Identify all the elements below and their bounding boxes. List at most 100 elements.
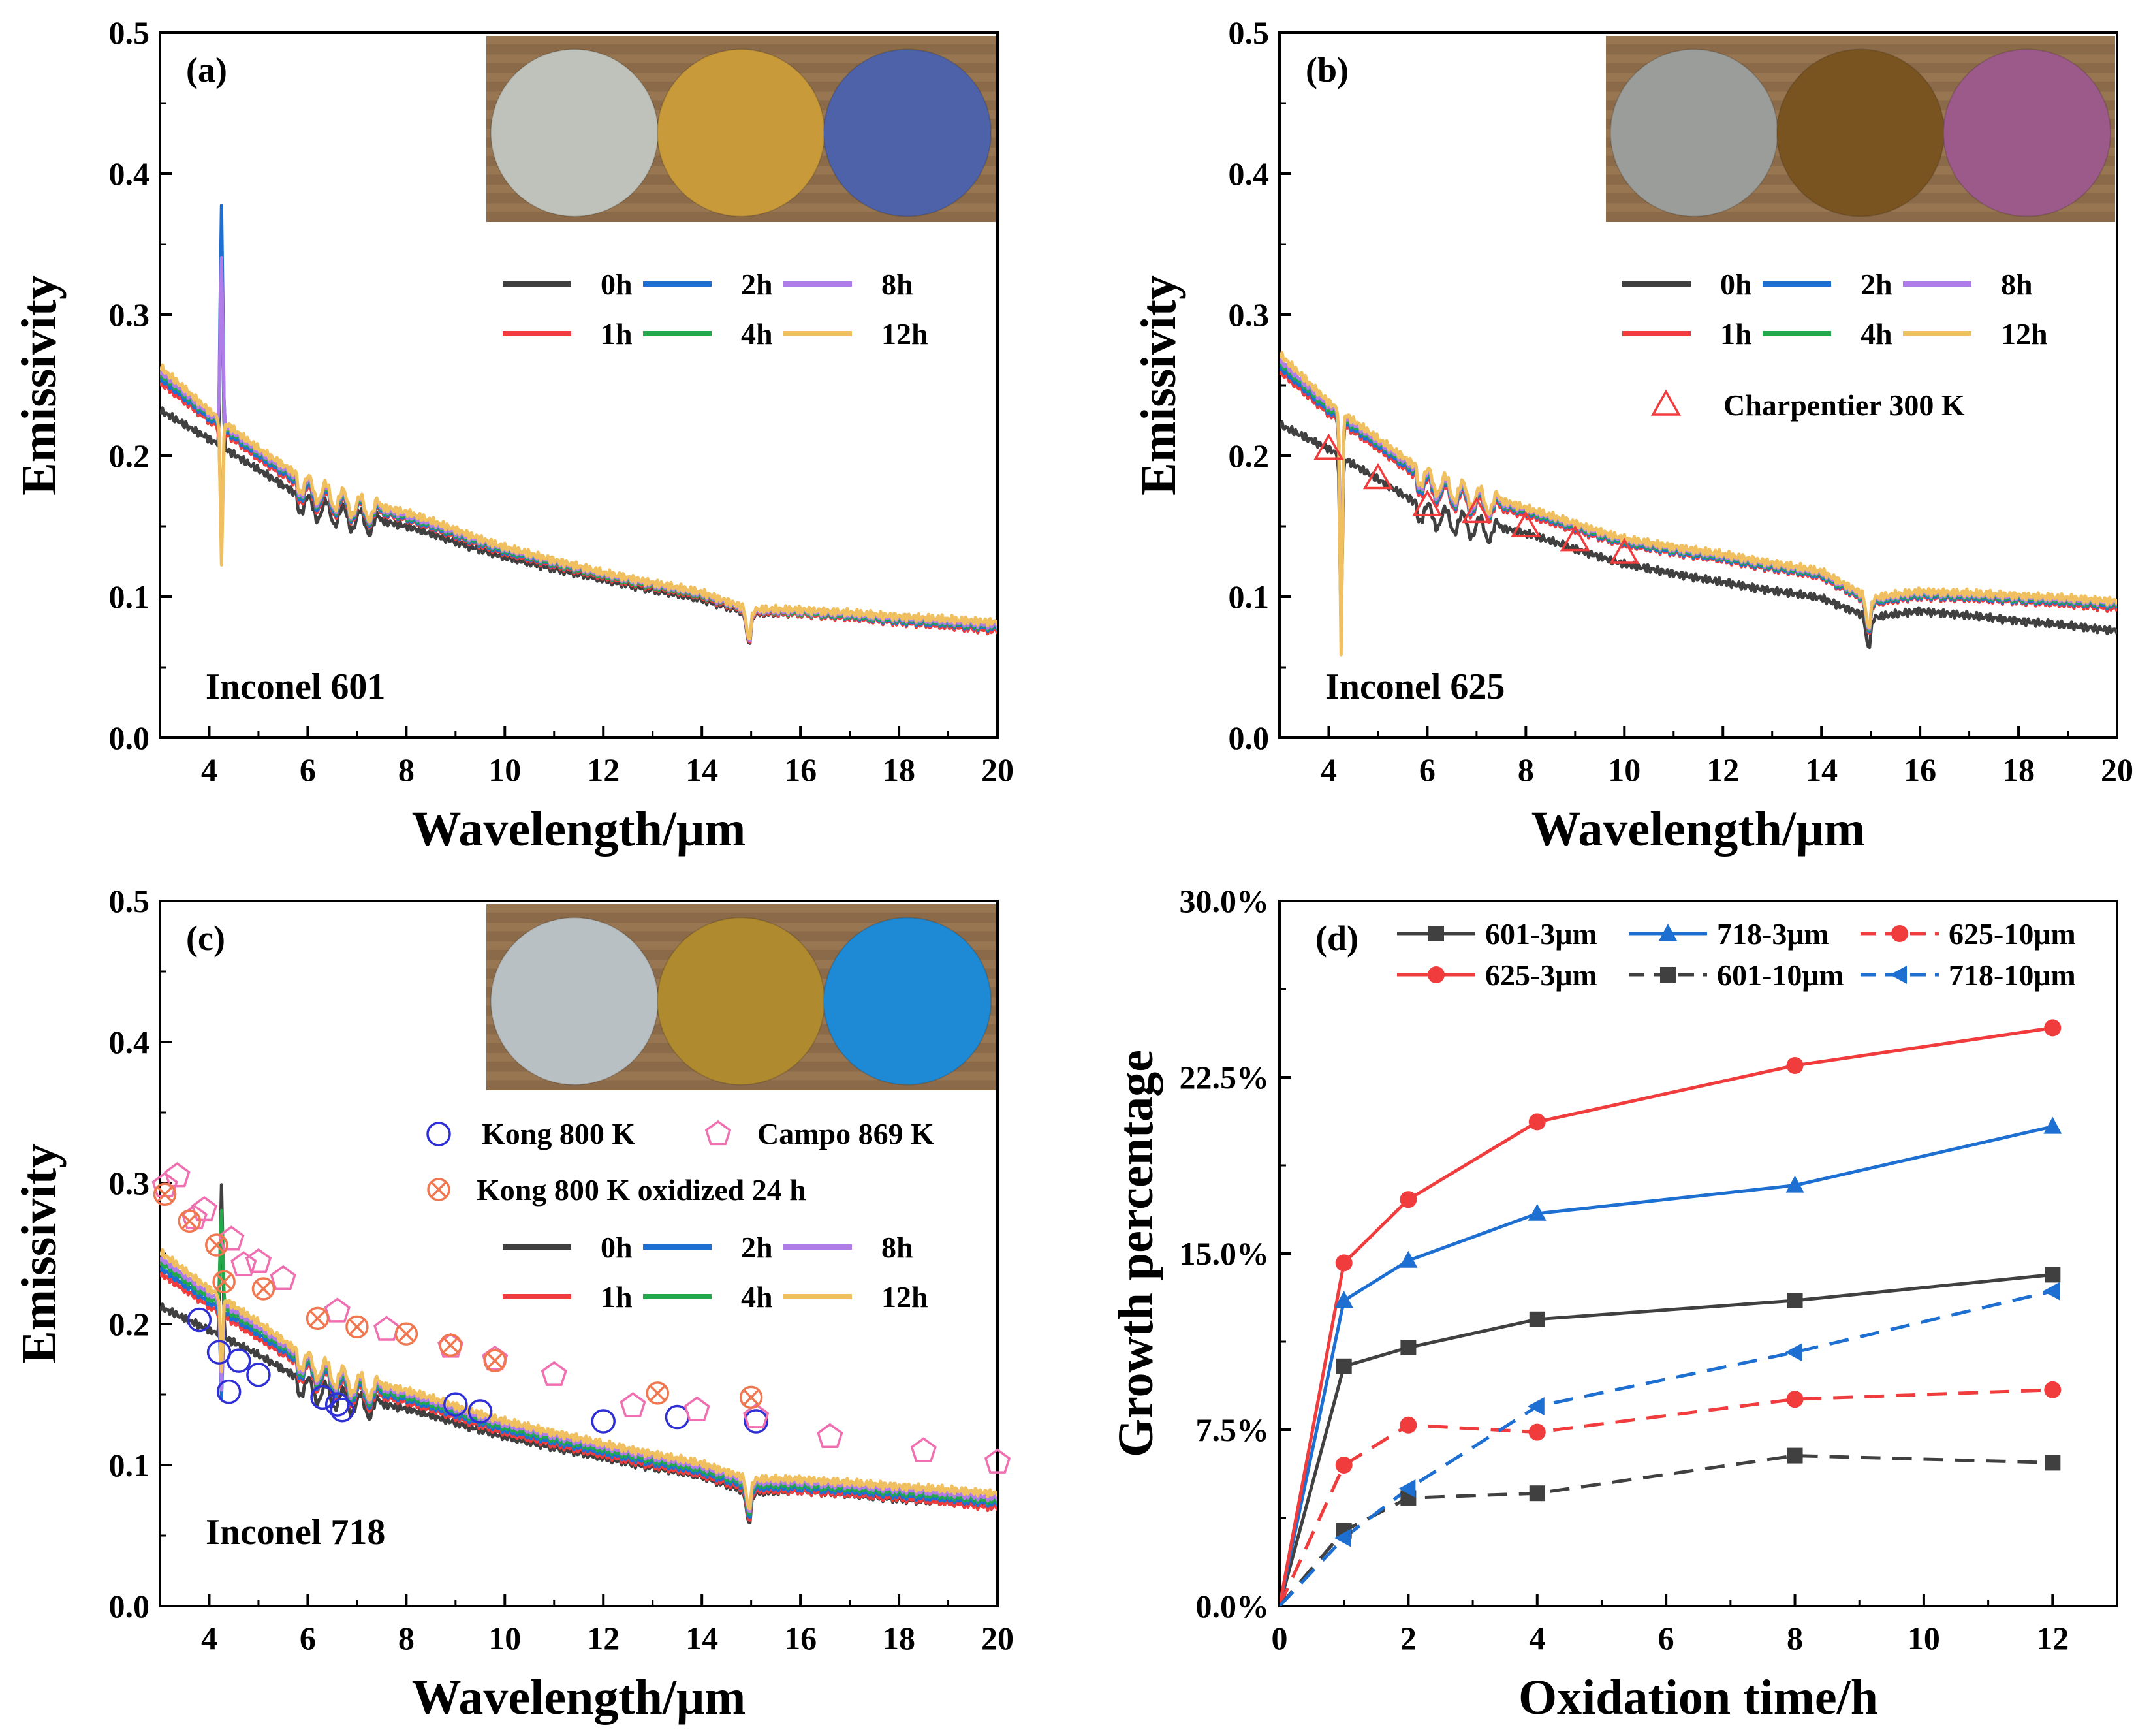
data-point: [2045, 1267, 2061, 1283]
spectrum-12h: [1280, 351, 2117, 657]
legend-label: 1h: [1720, 317, 1752, 351]
legend-label: Kong 800 K oxidized 24 h: [477, 1173, 806, 1207]
data-point: [1787, 1293, 1803, 1308]
chart-panel-a: 0.0 0.1 0.2 0.3 0.4 0.5 4 6 8 10 12 14 16 18 20 Wavelen…: [12, 14, 1014, 857]
y-tick-label: 0.5: [109, 14, 150, 51]
y-tick-label: 0.3: [109, 1165, 150, 1201]
data-point: [1334, 1528, 1351, 1547]
scatter-point: [744, 1409, 768, 1434]
legend-label: 4h: [1861, 317, 1892, 351]
scatter-cross: [398, 1325, 415, 1342]
scatter-point: [910, 1437, 937, 1462]
series-line-625-3μm: [1280, 1026, 2053, 1606]
scatter-point: [1609, 537, 1640, 564]
x-tick-label: 20: [981, 751, 1014, 788]
scatter-ring: [153, 1182, 177, 1207]
data-point: [1785, 1175, 1804, 1193]
y-tick-label: 0.2: [109, 437, 150, 474]
x-axis-title: Wavelength/μm: [412, 1670, 746, 1725]
x-tick-label: 6: [1419, 751, 1436, 788]
x-tick-label: 10: [488, 751, 521, 788]
data-point: [1527, 1397, 1545, 1415]
scatter-cross: [181, 1213, 198, 1229]
x-tick-label: 6: [300, 751, 316, 788]
spectrum-8h: [160, 1254, 997, 1513]
spectra-group: [160, 204, 997, 645]
legend-marker: [704, 1120, 732, 1146]
data-point: [2045, 1455, 2061, 1471]
scatter-point: [191, 1195, 218, 1222]
spectrum-1h: [160, 378, 997, 644]
scatter-point: [817, 1423, 843, 1448]
sample-disc: [1943, 48, 2111, 217]
spectrum-0h: [160, 251, 997, 645]
scatter-point: [310, 1385, 335, 1410]
legend-label: 0h: [601, 1231, 633, 1264]
data-point: [1529, 1485, 1545, 1502]
y-tick-label: 7.5%: [1196, 1412, 1270, 1448]
data-point: [1400, 1191, 1417, 1208]
x-tick-label: 10: [1608, 751, 1641, 788]
legend-marker: [1650, 389, 1682, 416]
legend-marker: [1659, 924, 1677, 941]
x-tick-label: 12: [587, 1620, 620, 1656]
scatter-ring: [646, 1381, 670, 1405]
scatter-point: [394, 1322, 418, 1346]
legend-marker: [427, 1178, 450, 1201]
scatter-point: [1412, 490, 1443, 516]
series-line-625-10μm: [1280, 1388, 2053, 1606]
scatter-legend: Kong 800 K Campo 869 K Kong 800 K oxidized…: [426, 1117, 934, 1207]
legend-label: 718-10μm: [1949, 958, 2076, 992]
scatter-cross: [255, 1280, 272, 1297]
data-point: [1785, 1343, 1802, 1362]
scatter-ring: [306, 1306, 330, 1331]
data-point: [1787, 1447, 1803, 1464]
sample-photo: [486, 36, 996, 222]
data-point: [1786, 1057, 1804, 1074]
y-axis-title: Emissivity: [12, 275, 67, 496]
legend-marker: [426, 1122, 451, 1146]
x-tick-label: 16: [784, 1620, 817, 1656]
data-point: [1398, 1479, 1416, 1498]
sample-disc: [657, 48, 825, 217]
scatter-cross: [208, 1237, 225, 1254]
scatter-point: [739, 1385, 763, 1410]
x-tick-label: 6: [300, 1620, 316, 1656]
legend-label: 718-3μm: [1717, 917, 1829, 951]
legend-label: Charpentier 300 K: [1723, 388, 1965, 422]
data-point: [1335, 1457, 1353, 1474]
spectrum-12h: [160, 1248, 997, 1511]
x-tick-label: 18: [883, 751, 915, 788]
scatter-point: [683, 1396, 710, 1421]
scatter-point: [230, 1251, 257, 1276]
legend-label: 2h: [741, 1231, 773, 1264]
data-point: [2043, 1116, 2062, 1134]
scatter-point: [330, 1398, 354, 1423]
panel-label: (c): [186, 919, 225, 958]
photo-wood-grain: [1606, 36, 2115, 44]
legend-label: 625-3μm: [1485, 958, 1597, 992]
scatter-point: [984, 1448, 1011, 1474]
x-tick-label: 14: [685, 1620, 718, 1656]
alloy-annotation: Inconel 601: [206, 667, 385, 707]
series-line-601-10μm: [1280, 1454, 2053, 1606]
sample-disc: [1776, 48, 1945, 217]
legend-label: 12h: [2001, 317, 2048, 351]
x-tick-label: 12: [587, 751, 620, 788]
legend-label: 1h: [601, 317, 633, 351]
x-tick-label: 20: [981, 1620, 1014, 1656]
x-tick-label: 20: [2101, 751, 2133, 788]
scatter-legend: Charpentier 300 K: [1650, 388, 1965, 422]
y-tick-label: 0.4: [109, 155, 150, 192]
sample-photo: [486, 904, 996, 1090]
legend: 0h 2h 8h 1h 4h 12h: [503, 1231, 928, 1314]
scatter-point: [541, 1361, 567, 1386]
y-tick-label: 0.5: [109, 883, 150, 919]
scatter-point: [1560, 525, 1590, 552]
scatter-point: [345, 1315, 369, 1339]
scatter-point: [1313, 433, 1344, 460]
x-tick-label: 18: [2002, 751, 2035, 788]
scatter-point: [1362, 463, 1393, 490]
x-tick-label: 12: [2036, 1620, 2069, 1656]
